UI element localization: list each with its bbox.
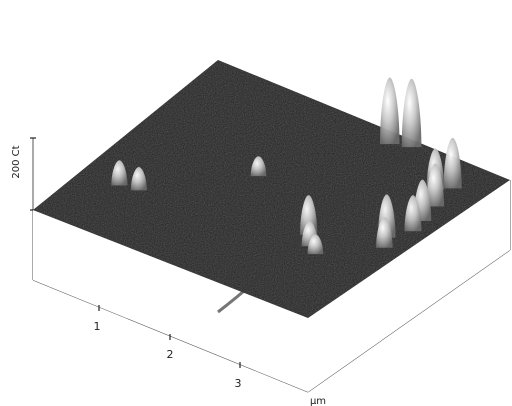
peak-7 bbox=[404, 195, 422, 232]
surface-ridge bbox=[217, 148, 421, 314]
x-tick-label-2: 2 bbox=[167, 348, 174, 361]
surface bbox=[33, 60, 510, 392]
x-tick-label-3: 3 bbox=[235, 377, 242, 390]
z-axis: 200 Ct bbox=[11, 137, 36, 211]
peak-2 bbox=[379, 77, 400, 145]
peak-10 bbox=[376, 217, 393, 248]
x-axis: 1 2 3 µm bbox=[94, 305, 326, 406]
surface-front-right-face bbox=[308, 180, 510, 392]
surface-texture bbox=[33, 60, 510, 318]
x-tick-label-1: 1 bbox=[94, 320, 101, 333]
peak-1 bbox=[401, 78, 422, 148]
peak-15 bbox=[111, 160, 128, 186]
x-axis-unit-label: µm bbox=[310, 396, 326, 406]
z-axis-label: 200 Ct bbox=[11, 145, 22, 178]
peaks-layer bbox=[111, 77, 462, 255]
peak-8 bbox=[250, 156, 267, 177]
peak-14 bbox=[130, 166, 147, 191]
surface-front-left-face bbox=[33, 210, 308, 392]
peak-5 bbox=[426, 163, 445, 207]
peak-13 bbox=[307, 234, 324, 255]
peak-3 bbox=[443, 137, 462, 189]
